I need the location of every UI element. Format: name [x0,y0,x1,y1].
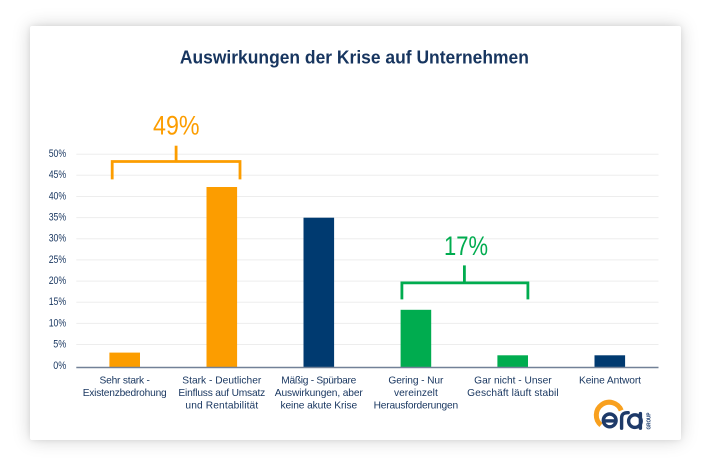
svg-text:Einfluss auf Umsatz: Einfluss auf Umsatz [178,388,265,399]
svg-text:Sehr stark -: Sehr stark - [100,376,150,387]
svg-text:Keine Antwort: Keine Antwort [579,376,641,387]
svg-text:Auswirkungen der Krise auf Unt: Auswirkungen der Krise auf Unternehmen [180,47,529,68]
svg-text:Gar nicht - Unser: Gar nicht - Unser [474,376,552,387]
svg-text:49%: 49% [153,111,200,141]
svg-text:40%: 40% [49,190,67,202]
svg-text:50%: 50% [49,148,67,160]
svg-text:25%: 25% [49,254,67,266]
svg-text:GROUP: GROUP [647,412,653,430]
svg-text:17%: 17% [444,231,488,261]
svg-text:15%: 15% [49,296,67,308]
svg-text:Mäßig - Spürbare: Mäßig - Spürbare [281,376,356,387]
svg-text:keine akute Krise: keine akute Krise [280,400,357,411]
svg-text:Geschäft läuft stabil: Geschäft läuft stabil [467,388,559,399]
svg-text:Existenzbedrohung: Existenzbedrohung [83,388,167,399]
svg-text:Gering - Nur: Gering - Nur [388,376,444,387]
svg-text:45%: 45% [49,169,67,181]
svg-text:20%: 20% [49,275,67,287]
svg-text:10%: 10% [49,317,67,329]
svg-text:Stark - Deutlicher: Stark - Deutlicher [182,376,262,387]
svg-text:Auswirkungen, aber: Auswirkungen, aber [275,388,364,399]
svg-text:5%: 5% [53,338,66,350]
svg-text:30%: 30% [49,233,67,245]
svg-text:vereinzelt: vereinzelt [394,388,438,399]
svg-text:0%: 0% [53,360,66,372]
svg-text:35%: 35% [49,212,67,224]
svg-text:und Rentabilität: und Rentabilität [185,400,258,411]
svg-text:Herausforderungen: Herausforderungen [374,400,459,411]
